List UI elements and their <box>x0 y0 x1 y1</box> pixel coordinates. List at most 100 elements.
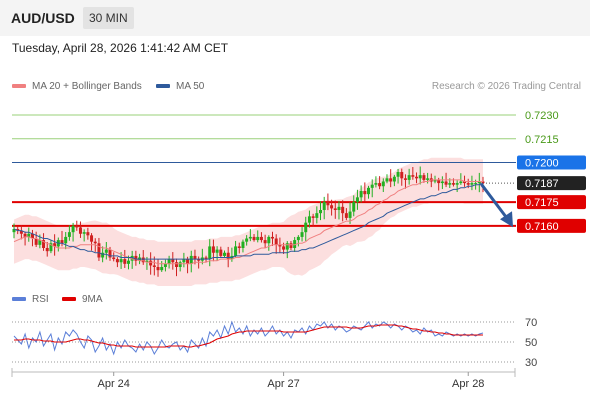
candle-body <box>304 222 308 233</box>
candle-body <box>448 183 452 185</box>
candle-body <box>463 181 467 184</box>
candle-body <box>101 252 105 258</box>
candle-body <box>319 210 323 214</box>
timeframe-badge[interactable]: 30 MIN <box>83 7 134 29</box>
candle-body <box>204 257 208 260</box>
candle-body <box>481 181 485 184</box>
rsi-ma-line <box>14 324 483 348</box>
candle-body <box>344 213 348 218</box>
candle-body <box>141 257 145 263</box>
header-bar: AUD/USD 30 MIN <box>0 0 590 36</box>
candle-body <box>271 236 275 239</box>
candle-body <box>400 172 404 179</box>
legend-9ma: 9MA <box>62 294 103 305</box>
candle-body <box>252 236 256 241</box>
candle-body <box>278 244 282 247</box>
candle-body <box>112 257 116 260</box>
candle-body <box>115 259 119 263</box>
candle-body <box>451 183 455 185</box>
candle-body <box>152 265 156 267</box>
candle-body <box>108 249 112 258</box>
ma20-line <box>13 179 483 265</box>
candle-body <box>93 241 97 244</box>
rsi-tick-label: 50 <box>525 337 537 349</box>
candle-body <box>193 255 197 260</box>
candle-body <box>285 243 289 250</box>
candle-body <box>374 183 378 185</box>
candle-body <box>474 183 478 185</box>
ma20-swatch <box>12 84 26 89</box>
candle-body <box>222 252 226 256</box>
candle-body <box>75 225 79 228</box>
candle-body <box>293 240 297 248</box>
candle-body <box>67 232 71 237</box>
level-label: 0.7200 <box>525 158 559 170</box>
candle-body <box>130 255 134 261</box>
candle-body <box>470 183 474 185</box>
candle-body <box>322 202 326 210</box>
candle-body <box>178 262 182 267</box>
candle-body <box>64 236 68 244</box>
candle-body <box>455 183 459 185</box>
candle-body <box>234 246 238 256</box>
candle-body <box>307 216 311 223</box>
candle-body <box>86 232 90 236</box>
level-label: 0.7160 <box>525 221 559 233</box>
candle-body <box>119 259 123 263</box>
level-label: 0.7175 <box>525 197 559 209</box>
x-tick-label: Apr 27 <box>267 378 299 390</box>
candle-body <box>104 249 108 253</box>
rsi-line <box>13 320 484 356</box>
candle-body <box>326 202 330 206</box>
rsi-tick-label: 30 <box>525 357 537 369</box>
candle-body <box>315 213 319 218</box>
candle-body <box>370 184 374 188</box>
candle-body <box>241 241 245 248</box>
candle-body <box>352 202 356 212</box>
candle-body <box>16 229 20 231</box>
candle-body <box>211 246 215 253</box>
candle-body <box>437 179 441 184</box>
candle-body <box>363 191 367 195</box>
candle-body <box>274 238 278 245</box>
candle-body <box>78 227 82 234</box>
candle-body <box>367 187 371 195</box>
level-tag <box>517 195 586 210</box>
candle-body <box>296 236 300 241</box>
candle-body <box>167 259 171 264</box>
candle-body <box>389 178 393 182</box>
candle-body <box>403 178 407 180</box>
candle-body <box>282 246 286 250</box>
candle-body <box>174 262 178 267</box>
candle-body <box>163 263 167 267</box>
candle-body <box>237 246 241 248</box>
level-label: 0.7187 <box>525 178 559 190</box>
candle-body <box>23 233 27 237</box>
legend-ma20: MA 20 + Bollinger Bands <box>12 81 142 92</box>
candle-body <box>34 238 38 245</box>
candle-body <box>263 240 267 244</box>
candle-body <box>197 259 201 261</box>
rsi-swatch <box>12 297 26 302</box>
candle-body <box>215 249 219 253</box>
candle-body <box>444 181 448 185</box>
candle-body <box>256 236 260 241</box>
candle-body <box>396 172 400 177</box>
candle-body <box>134 255 138 261</box>
candle-body <box>415 176 419 179</box>
candle-body <box>19 230 23 234</box>
ma50-line <box>13 182 484 260</box>
candle-body <box>27 233 31 237</box>
candle-body <box>90 235 94 242</box>
x-tick-label: Apr 24 <box>97 378 129 390</box>
candle-body <box>337 206 341 210</box>
9ma-swatch <box>62 297 76 302</box>
candle-body <box>45 248 49 252</box>
candle-body <box>348 211 352 218</box>
candle-body <box>226 252 230 260</box>
candle-body <box>171 259 175 263</box>
candle-body <box>267 236 271 244</box>
candle-body <box>407 175 411 180</box>
candle-body <box>392 176 396 182</box>
